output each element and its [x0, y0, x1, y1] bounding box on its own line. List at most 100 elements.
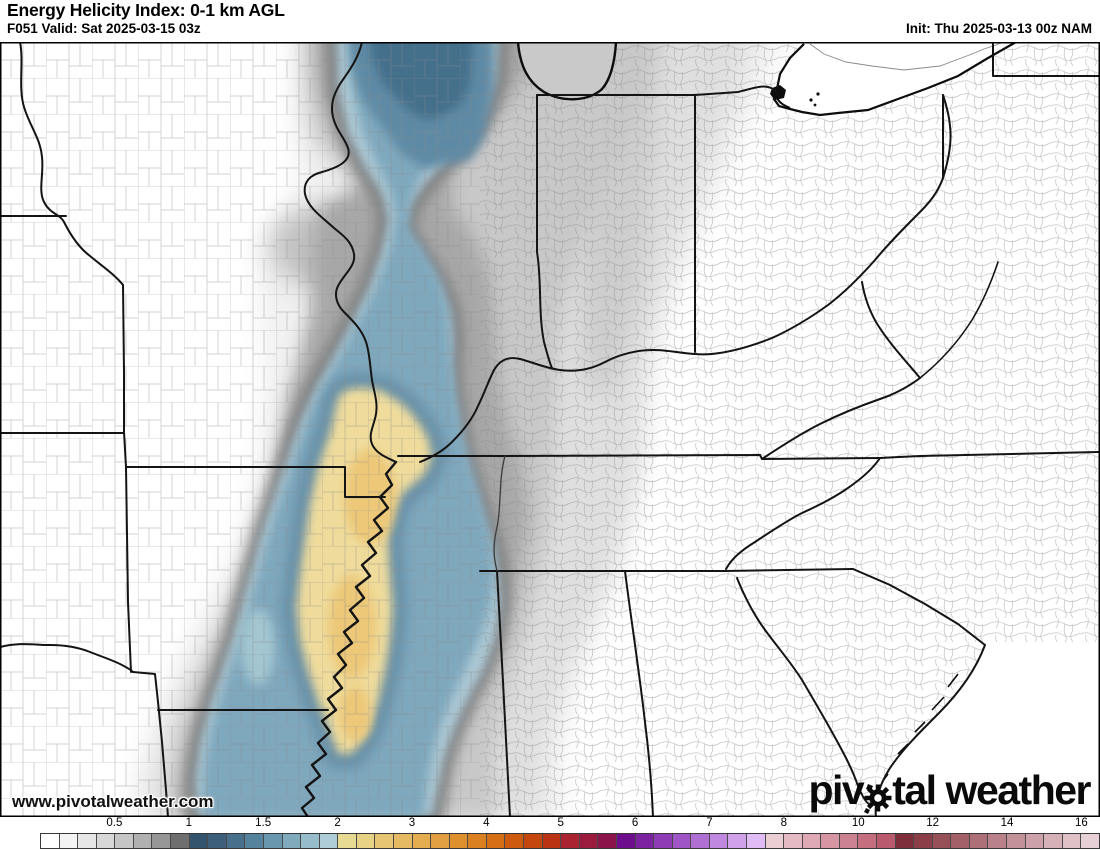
- kentucky-tennessee-border: [397, 454, 881, 460]
- legend-cell: [431, 834, 450, 848]
- legend-cell: [988, 834, 1008, 848]
- legend-tick-label: 7: [706, 817, 713, 829]
- legend-cell: [932, 834, 952, 848]
- legend-cell: [319, 834, 339, 848]
- kentucky-westvirginia-border: [861, 281, 921, 379]
- missouri-arkansas-border: [125, 466, 386, 498]
- legend-cell: [746, 834, 766, 848]
- legend-cell: [969, 834, 989, 848]
- red-river: [0, 643, 134, 673]
- legend-cell: [282, 834, 302, 848]
- legend-cell: [486, 834, 506, 848]
- legend-tick-label: 8: [780, 817, 788, 829]
- legend-cell: [1007, 834, 1026, 848]
- legend-cell: [96, 834, 116, 848]
- legend-cell: [784, 834, 803, 848]
- legend-cell: [59, 834, 79, 848]
- watermark: www.pivotalweather.com: [12, 792, 214, 811]
- lake-erie-islands: [809, 92, 820, 107]
- legend-tick-label: 5: [557, 817, 564, 829]
- legend-cell: [691, 834, 710, 848]
- page-title: Energy Helicity Index: 0-1 km AGL: [7, 0, 285, 20]
- valid-time-label: F051 Valid: Sat 2025-03-15 03z: [7, 21, 201, 36]
- ohio-westvirginia-river: [942, 94, 952, 179]
- legend-cell: [858, 834, 878, 848]
- legend-cell: [412, 834, 432, 848]
- legend-bar: [40, 833, 1100, 849]
- legend-cell: [672, 834, 692, 848]
- legend-cell: [561, 834, 580, 848]
- legend-cell: [375, 834, 394, 848]
- legend-cell: [208, 834, 227, 848]
- mississippi-alabama-border: [496, 570, 511, 818]
- legend-cell: [263, 834, 283, 848]
- legend-cell: [542, 834, 562, 848]
- lake-erie-north-shore: [809, 41, 1005, 71]
- upper-mississippi-river: [303, 41, 397, 463]
- water-bodies: [516, 40, 1100, 817]
- tennessee-alabama-border: [479, 568, 854, 572]
- northcarolina-southcarolina-border: [852, 568, 986, 646]
- legend-tick-label: 12: [926, 817, 940, 829]
- init-time-label: Init: Thu 2025-03-13 00z NAM: [905, 21, 1092, 36]
- state-borders: [0, 41, 1100, 819]
- georgia-southcarolina-border: [736, 577, 871, 805]
- legend-cell: [802, 834, 822, 848]
- logo-text-piv: piv: [808, 767, 864, 813]
- legend-cell: [598, 834, 617, 848]
- kentucky-virginia-border: [761, 377, 921, 460]
- legend-cell: [468, 834, 487, 848]
- alabama-georgia-border: [624, 570, 654, 818]
- pennsylvania-newyork-border: [992, 41, 1100, 77]
- legend-cell: [951, 834, 970, 848]
- legend-cell: [877, 834, 896, 848]
- tennessee-river: [493, 455, 506, 572]
- legend-ticks: 0.5 1 1.5 2 3 4 5 6 7 8 10 12 14 16: [40, 817, 1100, 832]
- legend-cell: [1025, 834, 1045, 848]
- legend-tick-label: 3: [408, 817, 416, 829]
- legend-cell: [635, 834, 655, 848]
- legend-cell: [152, 834, 172, 848]
- legend-tick-label: 1: [185, 817, 192, 829]
- pivotal-weather-logo: piv tal weather: [808, 767, 1092, 813]
- legend-tick-label: 4: [483, 817, 490, 829]
- legend-cell: [133, 834, 153, 848]
- legend-tick-label: 1.5: [255, 817, 272, 829]
- texas-louisiana-border: [132, 671, 169, 818]
- legend-cell: [709, 834, 729, 848]
- legend-cell: [78, 834, 97, 848]
- legend-cell: [914, 834, 933, 848]
- missouri-kansas-border: [122, 284, 132, 673]
- gear-icon: [863, 779, 893, 811]
- weather-map: [0, 21, 1100, 826]
- legend-tick-label: 14: [1000, 817, 1014, 829]
- legend-tick-label: 0.5: [106, 817, 123, 829]
- legend-cell: [41, 834, 60, 848]
- lower-mississippi-river: [300, 460, 398, 819]
- ohio-river: [419, 177, 944, 463]
- legend-cell: [245, 834, 264, 848]
- lake-michigan: [516, 40, 618, 101]
- missouri-river: [19, 41, 124, 286]
- legend-cell: [616, 834, 636, 848]
- legend-cell: [189, 834, 209, 848]
- legend-tick-label: 10: [851, 817, 865, 829]
- legend-tick-label: 6: [631, 817, 639, 829]
- legend-cell: [171, 834, 190, 848]
- legend-tick-label: 16: [1074, 817, 1088, 829]
- legend-cell: [524, 834, 543, 848]
- legend-cell: [115, 834, 134, 848]
- tennessee-northcarolina-border: [725, 457, 881, 570]
- detroit-river: [776, 97, 791, 109]
- legend-cell: [839, 834, 859, 848]
- virginia-westvirginia-border: [919, 261, 999, 379]
- virginia-northcarolina-border: [879, 451, 1099, 459]
- legend-cell: [505, 834, 525, 848]
- atlantic-ocean: [875, 642, 1100, 817]
- legend-cell: [301, 834, 320, 848]
- map-border: [0, 42, 1100, 817]
- legend-cell: [338, 834, 357, 848]
- legend-cell: [1062, 834, 1082, 848]
- legend-tick-label: 2: [334, 817, 341, 829]
